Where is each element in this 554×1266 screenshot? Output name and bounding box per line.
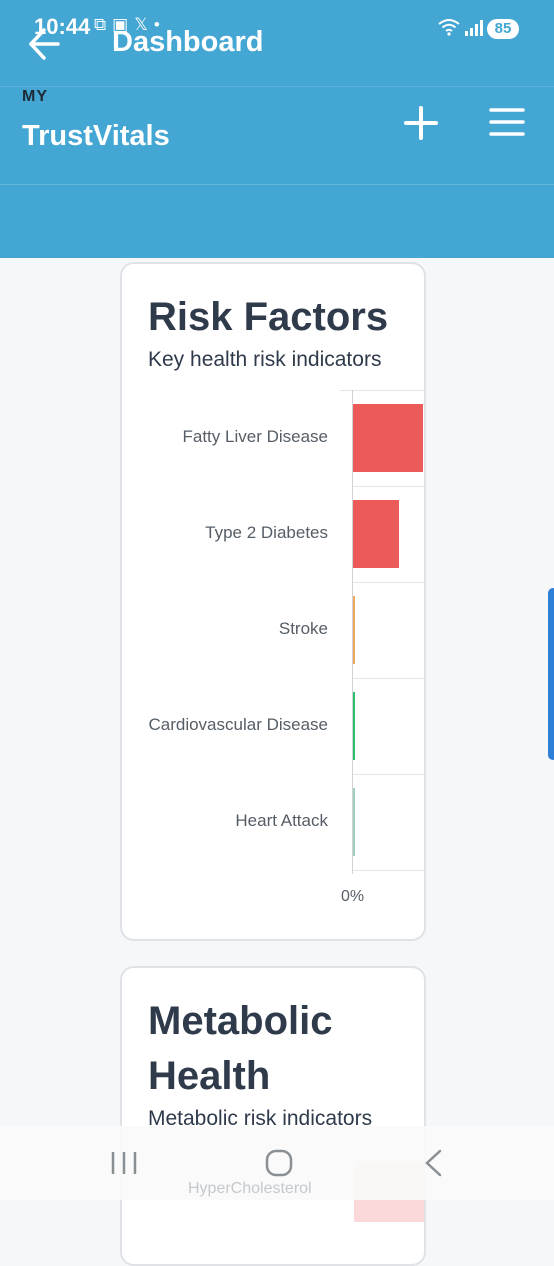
x-axis-tick-zero: 0%: [341, 888, 365, 905]
status-time: 10:44: [34, 14, 91, 39]
brand-name[interactable]: TrustVitals: [22, 120, 170, 152]
app-header: 10:44 ⧉ ▣ 𝕏 • 85 Dashboard MY TrustVital…: [0, 0, 554, 258]
metabolic-health-card: Metabolic Health Metabolic risk indicato…: [120, 966, 426, 1266]
risk-card-title: Risk Factors: [148, 295, 389, 339]
brand-prefix: MY: [22, 88, 48, 105]
chart-y-axis: [352, 390, 353, 874]
chart-grid-line: [352, 678, 424, 679]
risk-card-subtitle: Key health risk indicators: [148, 348, 382, 371]
risk-bar[interactable]: [353, 404, 423, 472]
screenshot-icon: ⧉: [94, 15, 107, 34]
home-icon[interactable]: [264, 1148, 294, 1178]
chart-grid-line: [352, 774, 424, 775]
metabolic-card-subtitle: Metabolic risk indicators: [148, 1107, 373, 1130]
metabolic-card-title-line2: Health: [148, 1054, 271, 1098]
wifi-icon: [438, 19, 460, 36]
chart-grid-line: [352, 870, 424, 871]
side-drawer-handle[interactable]: [548, 588, 554, 760]
risk-factors-card: Risk Factors Key health risk indicators …: [120, 262, 426, 941]
add-button[interactable]: [402, 104, 440, 142]
status-bar: 10:44 ⧉ ▣ 𝕏 • 85: [0, 0, 554, 86]
risk-factors-chart: Fatty Liver Disease Type 2 Diabetes Stroke…: [122, 264, 424, 939]
risk-bar[interactable]: [353, 692, 355, 760]
chart-grid-line: [340, 390, 424, 391]
risk-bar[interactable]: [353, 788, 355, 856]
category-label: Heart Attack: [235, 811, 328, 830]
gallery-icon: ▣: [112, 15, 129, 34]
category-label: Stroke: [278, 619, 328, 638]
category-label: Fatty Liver Disease: [182, 427, 329, 446]
battery-indicator: 85: [487, 19, 519, 39]
chart-grid-line: [352, 582, 424, 583]
header-divider: [0, 86, 554, 87]
x-icon: 𝕏: [134, 15, 148, 34]
chart-grid-line: [352, 486, 424, 487]
notification-icons: ⧉ ▣ 𝕏 •: [94, 15, 160, 35]
category-label: Type 2 Diabetes: [205, 523, 328, 542]
system-navigation-bar: [0, 1126, 554, 1200]
metabolic-card-title-line1: Metabolic: [148, 999, 333, 1043]
category-label: Cardiovascular Disease: [148, 715, 328, 734]
risk-bar[interactable]: [353, 596, 355, 664]
back-arrow-icon[interactable]: [28, 26, 60, 62]
risk-bar[interactable]: [353, 500, 399, 568]
metabolic-category-label: HyperCholesterol: [188, 1180, 312, 1197]
nav-back-icon[interactable]: [422, 1148, 444, 1178]
header-divider-lower: [0, 184, 554, 185]
signal-icon: [465, 20, 483, 36]
page-title: Dashboard: [112, 26, 264, 58]
dot-icon: •: [153, 15, 160, 34]
recent-apps-icon[interactable]: [110, 1148, 138, 1178]
hamburger-menu-icon[interactable]: [489, 106, 525, 138]
